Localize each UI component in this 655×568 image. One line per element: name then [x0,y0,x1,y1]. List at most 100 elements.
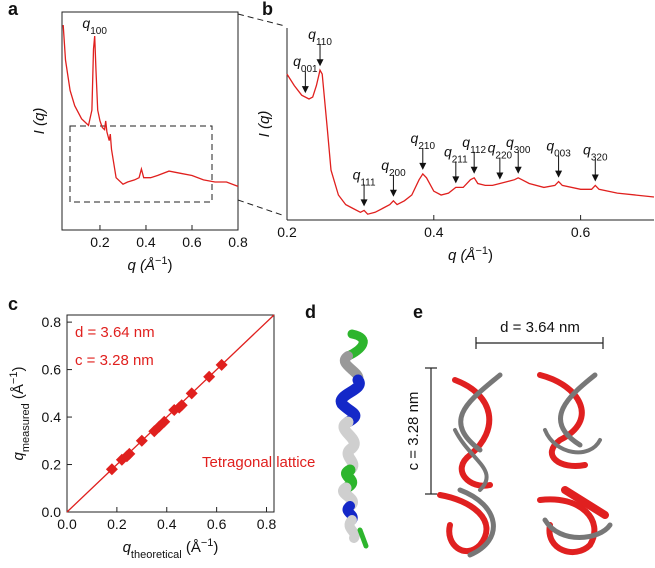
intensity-curve [62,25,239,188]
peak-label: q001 [293,53,318,75]
arrow-head [419,162,427,170]
width-label: d = 3.64 nm [500,319,580,336]
label-part: measured [20,403,32,452]
data-point [175,399,188,412]
x-tick-label: 0.4 [136,234,156,250]
panel-label: b [262,0,273,19]
label-part: ) [10,367,27,372]
zoom-indicator [69,13,286,217]
annotation: d = 3.64 nm [75,324,155,341]
data-point [135,434,148,447]
peak-label: q300 [506,134,531,156]
label-part: q [506,134,514,150]
panel-label: d [305,302,316,322]
helix-image [335,329,369,549]
label-part: q (Å [448,247,476,264]
label-part: 210 [418,140,435,151]
y-tick-label: 0.2 [42,457,62,473]
x-tick-label: 0.8 [257,516,277,532]
dimension-brackets [425,337,604,495]
label-part: q [381,157,389,173]
height-label: c = 3.28 nm [405,392,422,471]
label-part: 111 [360,177,376,188]
fit-line [66,314,275,513]
label-part: q [353,166,361,182]
label-part: −1 [475,245,488,257]
label-part: q [293,53,301,69]
panel-label: e [413,302,423,322]
label-part: 001 [301,64,318,75]
label-part: −1 [8,372,20,385]
x-tick-label: 0.0 [57,516,77,532]
annotation: c = 3.28 nm [75,352,154,369]
y-tick-label: 0.0 [42,504,62,520]
label-part: q [583,141,591,157]
peak-label: q112 [462,134,486,156]
x-axis-label: q (Å−1) [448,245,493,264]
arrow-head [389,189,397,197]
label-part: 320 [591,152,608,163]
peak-label: q210 [411,130,436,152]
x-tick-label: 0.4 [424,224,444,240]
x-tick-label: 0.4 [157,516,177,532]
peak-label: q320 [583,141,608,163]
panel-label: c [8,294,18,314]
peak-label: q003 [546,138,571,160]
data-point [123,447,136,460]
y-axis-label: I (q) [31,108,48,135]
panel-label: a [8,0,19,19]
arrow-head [555,170,563,178]
peak-label: q200 [381,157,406,179]
y-axis-label: I (q) [256,111,273,138]
label-part: q [546,138,554,154]
data-point [203,370,216,383]
x-tick-label: 0.8 [228,234,248,250]
y-tick-label: 0.6 [42,362,62,378]
y-axis-label: qmeasured (Å−1) [8,367,32,461]
label-part: q [308,26,316,42]
y-tick-label: 0.4 [42,409,62,425]
label-part: 003 [554,148,571,159]
x-tick-label: 0.2 [90,234,110,250]
peak-label: q211 [444,143,468,165]
label-part: −1 [155,255,168,267]
peak-label: q100 [82,15,107,37]
plot-frame [61,11,239,231]
label-part: 300 [514,144,531,155]
x-tick-label: 0.6 [571,224,591,240]
label-part: ) [168,257,173,274]
label-part: theoretical [131,549,182,561]
data-point [105,463,118,476]
label-part: q [462,134,470,150]
arrow-head [514,166,522,174]
dna-image [437,372,613,558]
x-tick-label: 0.2 [107,516,127,532]
peak-label: q220 [488,140,513,162]
data-point [185,387,198,400]
label-part: 200 [389,167,406,178]
data-point [215,358,228,371]
x-tick-label: 0.2 [277,224,297,240]
intensity-curve [286,68,655,215]
label-part: q [123,539,132,556]
label-part: q [444,143,452,159]
arrow-head [496,172,504,180]
label-part: q [82,15,90,31]
arrow-head [470,166,478,174]
label-part: 100 [90,25,107,36]
label-part: 112 [470,144,486,155]
peak-label: q111 [353,166,376,188]
x-tick-label: 0.6 [207,516,227,532]
x-axis-label: q (Å−1) [127,255,172,274]
arrow-head [301,86,309,94]
label-part: 211 [452,154,468,165]
label-part: (Å [10,384,27,403]
label-part: (Å [182,539,201,556]
arrow-head [452,176,460,184]
label-part: q [411,130,419,146]
label-part: 110 [316,37,332,48]
x-axis-label: qtheoretical (Å−1) [123,537,219,561]
arrow-head [316,59,324,67]
y-tick-label: 0.8 [42,314,62,330]
plot-frame [66,314,275,513]
